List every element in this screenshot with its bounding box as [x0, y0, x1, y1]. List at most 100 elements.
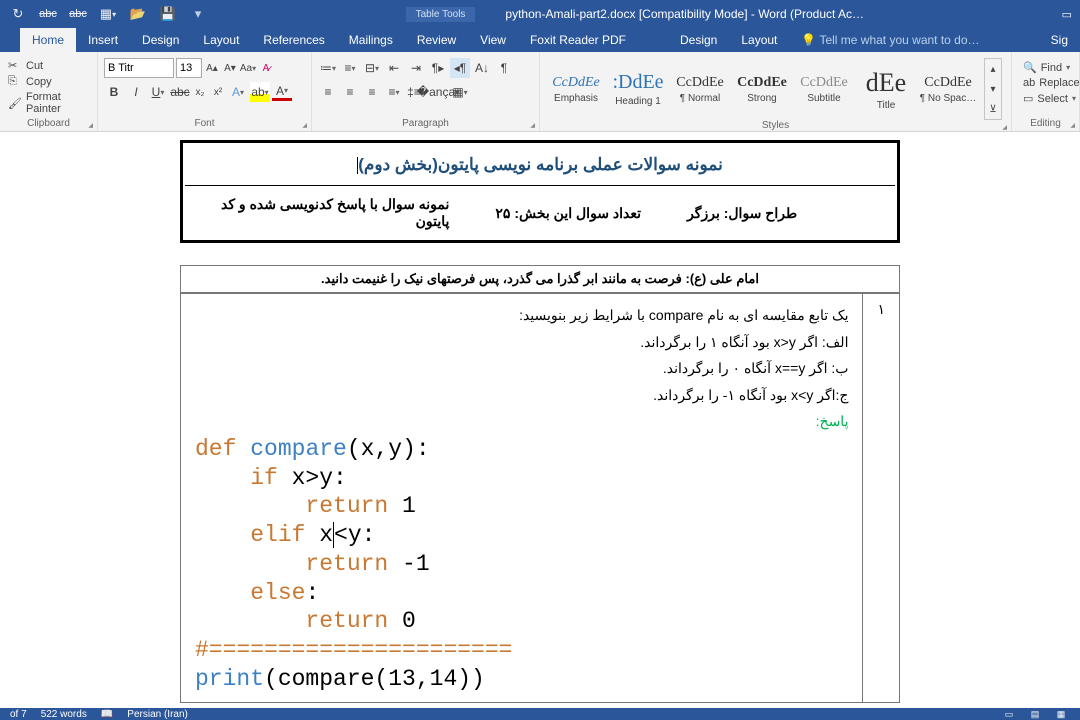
ribbon: ✂Cut ⎘Copy 🖌Format Painter Clipboard A▴ …	[0, 52, 1080, 132]
save-icon[interactable]: 💾	[160, 6, 176, 22]
italic-button[interactable]: I	[126, 82, 146, 102]
tab-table-design[interactable]: Design	[668, 28, 729, 52]
header-col2: تعداد سوال این بخش: ۲۵	[469, 188, 667, 238]
print-layout-button[interactable]: ▤	[1026, 708, 1044, 720]
show-marks-button[interactable]: ¶	[494, 58, 514, 78]
rtl-button[interactable]: ◂¶	[450, 58, 470, 78]
strikethrough2-icon[interactable]: abc	[70, 6, 86, 22]
language-status[interactable]: Persian (Iran)	[127, 709, 188, 720]
open-icon[interactable]: 📂	[130, 6, 146, 22]
quick-access-toolbar: ↻ abc abc ▦▾ 📂 💾 ▾	[0, 6, 216, 22]
spell-check-icon[interactable]: 📖	[101, 709, 113, 720]
tab-foxit[interactable]: Foxit Reader PDF	[518, 28, 638, 52]
cut-icon: ✂	[8, 59, 22, 72]
style-subtitle[interactable]: CcDdEeSubtitle	[794, 62, 854, 116]
shading-button[interactable]: �ança▾	[428, 82, 448, 102]
grow-font-button[interactable]: A▴	[204, 58, 220, 78]
brush-icon: 🖌	[8, 97, 22, 110]
increase-indent-button[interactable]: ⇥	[406, 58, 426, 78]
signin-partial[interactable]: Sig	[1039, 28, 1080, 52]
decrease-indent-button[interactable]: ⇤	[384, 58, 404, 78]
sort-button[interactable]: A↓	[472, 58, 492, 78]
autosave-icon[interactable]: ↻	[10, 6, 26, 22]
copy-label: Copy	[26, 76, 52, 88]
window-buttons: ▭	[1054, 8, 1080, 21]
tab-insert[interactable]: Insert	[76, 28, 130, 52]
document-title: python-Amali-part2.docx [Compatibility M…	[505, 7, 864, 22]
code-block: def compare(x,y): if x>y: return 1 elif …	[195, 435, 848, 694]
align-left-button[interactable]: ≡	[318, 82, 338, 102]
superscript-button[interactable]: x²	[210, 82, 226, 102]
tab-references[interactable]: References	[251, 28, 336, 52]
tab-view[interactable]: View	[468, 28, 518, 52]
change-case-button[interactable]: Aa▾	[240, 58, 256, 78]
subscript-button[interactable]: x₂	[192, 82, 208, 102]
ribbon-tabs: Home Insert Design Layout References Mai…	[0, 28, 1080, 52]
underline-button[interactable]: U▾	[148, 82, 168, 102]
clear-format-button[interactable]: A̷	[258, 58, 274, 78]
shrink-font-button[interactable]: A▾	[222, 58, 238, 78]
tab-mailings[interactable]: Mailings	[337, 28, 405, 52]
qat-more-icon[interactable]: ▾	[190, 6, 206, 22]
styles-gallery: CcDdEeEmphasis :DdEeHeading 1 CcDdEe¶ No…	[546, 58, 1002, 120]
style-heading1[interactable]: :DdEeHeading 1	[608, 62, 668, 116]
q1-line2: الف: اگر x>y بود آنگاه ۱ را برگرداند.	[195, 329, 848, 356]
styles-scroll-down[interactable]: ▾	[985, 79, 1001, 99]
page: نمونه سوالات عملی برنامه نویسی پایتون(بخ…	[80, 132, 1000, 708]
find-label: Find	[1041, 62, 1062, 74]
word-count[interactable]: 522 words	[41, 709, 87, 720]
select-icon: ▭	[1023, 92, 1033, 105]
text-effects-button[interactable]: A▾	[228, 82, 248, 102]
tab-layout[interactable]: Layout	[191, 28, 251, 52]
document-area[interactable]: نمونه سوالات عملی برنامه نویسی پایتون(بخ…	[0, 132, 1080, 708]
borders-button[interactable]: ▦▾	[450, 82, 470, 102]
format-painter-label: Format Painter	[26, 91, 89, 115]
bold-button[interactable]: B	[104, 82, 124, 102]
q1-line3: ب: اگر x==y آنگاه ۰ را برگرداند.	[195, 355, 848, 382]
strikethrough-button[interactable]: abc	[170, 82, 190, 102]
tab-home[interactable]: Home	[20, 28, 76, 52]
cut-button[interactable]: ✂Cut	[6, 58, 91, 73]
tab-design[interactable]: Design	[130, 28, 191, 52]
tell-me-placeholder: Tell me what you want to do…	[819, 33, 979, 47]
page-status[interactable]: of 7	[10, 709, 27, 720]
bullets-button[interactable]: ≔▾	[318, 58, 338, 78]
table-tools-label: Table Tools	[406, 7, 476, 22]
format-painter-button[interactable]: 🖌 Format Painter	[6, 90, 91, 116]
style-normal[interactable]: CcDdEe¶ Normal	[670, 62, 730, 116]
q1-line4: ج:اگر x<y بود آنگاه ۱- را برگرداند.	[195, 382, 848, 409]
table-icon[interactable]: ▦▾	[100, 6, 116, 22]
question-body: یک تابع مقایسه ای به نام compare با شرای…	[181, 294, 863, 703]
font-name-select[interactable]	[104, 58, 174, 78]
find-icon: 🔍	[1023, 61, 1037, 74]
font-color-button[interactable]: A▾	[272, 84, 292, 101]
style-nospacing[interactable]: CcDdEe¶ No Spac…	[918, 62, 978, 116]
select-button[interactable]: ▭Select▾	[1020, 91, 1080, 106]
numbering-button[interactable]: ≡▾	[340, 58, 360, 78]
highlight-button[interactable]: ab▾	[250, 82, 270, 102]
style-title[interactable]: dEeTitle	[856, 62, 916, 116]
header-title: نمونه سوالات عملی برنامه نویسی پایتون(بخ…	[185, 145, 895, 186]
read-mode-button[interactable]: ▭	[1000, 708, 1018, 720]
tab-review[interactable]: Review	[405, 28, 468, 52]
q1-line1: یک تابع مقایسه ای به نام compare با شرای…	[195, 302, 848, 329]
styles-scroll-up[interactable]: ▴	[985, 59, 1001, 79]
multilevel-button[interactable]: ⊟▾	[362, 58, 382, 78]
ribbon-options-icon[interactable]: ▭	[1062, 8, 1072, 21]
align-center-button[interactable]: ≡	[340, 82, 360, 102]
font-size-select[interactable]	[176, 58, 202, 78]
strikethrough-icon[interactable]: abc	[40, 6, 56, 22]
styles-more[interactable]: ⊻	[985, 99, 1001, 119]
find-button[interactable]: 🔍Find▾	[1020, 60, 1080, 75]
style-emphasis[interactable]: CcDdEeEmphasis	[546, 62, 606, 116]
justify-button[interactable]: ≡▾	[384, 82, 404, 102]
ltr-button[interactable]: ¶▸	[428, 58, 448, 78]
tell-me-search[interactable]: 💡 Tell me what you want to do…	[789, 28, 1038, 52]
style-strong[interactable]: CcDdEeStrong	[732, 62, 792, 116]
replace-button[interactable]: abReplace	[1020, 76, 1080, 90]
header-table: نمونه سوالات عملی برنامه نویسی پایتون(بخ…	[180, 140, 900, 243]
web-layout-button[interactable]: ▦	[1052, 708, 1070, 720]
align-right-button[interactable]: ≡	[362, 82, 382, 102]
copy-button[interactable]: ⎘Copy	[6, 74, 91, 89]
tab-table-layout[interactable]: Layout	[729, 28, 789, 52]
